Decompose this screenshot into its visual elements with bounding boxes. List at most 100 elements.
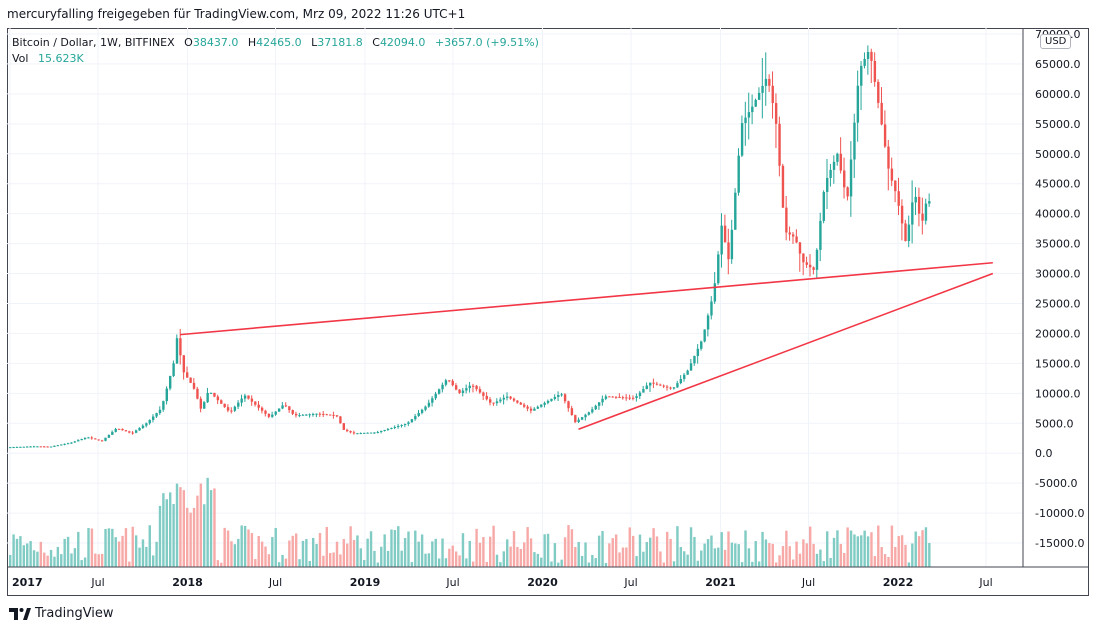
volume-bar [291, 535, 294, 567]
candle-body [403, 423, 407, 425]
candle-body [608, 396, 611, 398]
candle-body [717, 254, 720, 284]
volume-bar [686, 554, 689, 567]
candle-body [203, 402, 206, 409]
tradingview-logo[interactable]: TradingView [9, 606, 114, 621]
volume-bar [798, 553, 802, 567]
volume-bar [482, 537, 485, 567]
currency-badge[interactable]: USD [1040, 34, 1072, 49]
volume-bar [311, 537, 315, 567]
volume-label[interactable]: Vol [12, 52, 29, 65]
candle-body [897, 191, 900, 206]
candle-body [63, 443, 66, 445]
volume-bar [907, 562, 911, 567]
x-tick-label: 2019 [350, 576, 381, 589]
volume-bar [645, 542, 648, 567]
candle-body [342, 423, 346, 430]
volume-bar [43, 552, 46, 567]
legend-volume-row: Vol 15.623K [12, 51, 539, 67]
candle-body [43, 446, 46, 448]
candle-body [448, 380, 451, 382]
candle-body [128, 431, 131, 433]
candle-body [461, 390, 465, 393]
candle-body [761, 85, 764, 93]
volume-bar [717, 547, 720, 567]
candle-body [73, 441, 77, 443]
volume-bar [458, 555, 461, 567]
volume-bar [77, 531, 80, 567]
candle-body [846, 187, 849, 197]
candle-body [597, 402, 601, 406]
y-tick-label: 40000.0 [1035, 208, 1081, 221]
volume-bar [22, 545, 26, 567]
volume-bar [601, 531, 604, 567]
candle-body [499, 399, 502, 402]
volume-bar [257, 535, 260, 567]
y-tick-label: -5000.0 [1035, 477, 1077, 490]
candle-body [819, 220, 822, 250]
volume-bar [499, 562, 502, 567]
x-tick-label: 2021 [705, 576, 736, 589]
y-tick-label: 60000.0 [1035, 88, 1081, 101]
candle-body [826, 177, 829, 192]
volume-bar [713, 548, 717, 567]
candle-body [812, 267, 815, 270]
volume-bar [734, 543, 737, 567]
volume-bar [880, 547, 883, 567]
y-tick-label: 15000.0 [1035, 357, 1081, 370]
volume-bar [155, 541, 158, 567]
candle-body [26, 446, 29, 448]
volume-bar [860, 535, 863, 567]
volume-bar [822, 561, 826, 567]
candle-body [747, 112, 751, 118]
candle-body [230, 410, 233, 412]
volume-bar [414, 530, 417, 567]
volume-bar [441, 538, 444, 567]
candle-body [863, 58, 866, 66]
candle-body [482, 392, 485, 396]
volume-bar [574, 546, 577, 567]
candle-body [352, 432, 356, 434]
volume-bar [808, 526, 812, 567]
volume-bar [635, 556, 638, 567]
candle-body [866, 51, 870, 59]
volume-bar [186, 507, 189, 567]
candle-body [291, 410, 294, 414]
candle-body [655, 383, 659, 385]
candle-body [325, 414, 328, 416]
candle-body [393, 426, 397, 428]
volume-bar [723, 549, 727, 567]
volume-bar [700, 550, 703, 567]
candle-body [175, 338, 179, 364]
candle-body [168, 375, 172, 389]
candle-body [451, 380, 454, 386]
candle-body [9, 447, 12, 449]
symbol-label[interactable]: Bitcoin / Dollar, 1W, BITFINEX [12, 36, 175, 49]
candle-body [727, 242, 730, 260]
candle-body [243, 395, 247, 399]
y-tick-label: 35000.0 [1035, 238, 1081, 251]
y-tick-label: 10000.0 [1035, 387, 1081, 400]
volume-bar [373, 550, 376, 567]
volume-bar [66, 536, 70, 567]
candle-body [271, 414, 274, 417]
y-tick-label: -15000.0 [1035, 537, 1084, 550]
volume-bar [260, 541, 264, 567]
candle-body [618, 396, 621, 398]
candle-body [485, 395, 488, 400]
candle-body [373, 432, 376, 434]
volume-bar [608, 543, 611, 567]
volume-bar [363, 559, 366, 567]
high-value: 42465.0 [256, 36, 302, 49]
volume-bar [267, 554, 271, 567]
candle-body [904, 223, 907, 242]
legend-ohlc-row: Bitcoin / Dollar, 1W, BITFINEX O38437.0 … [12, 36, 539, 49]
volume-bar [819, 549, 822, 567]
volume-bar [662, 562, 666, 567]
candle-body [138, 428, 141, 431]
candle-body [873, 60, 877, 82]
volume-bar [83, 557, 87, 567]
volume-bar [557, 562, 560, 567]
y-tick-label: -10000.0 [1035, 507, 1084, 520]
